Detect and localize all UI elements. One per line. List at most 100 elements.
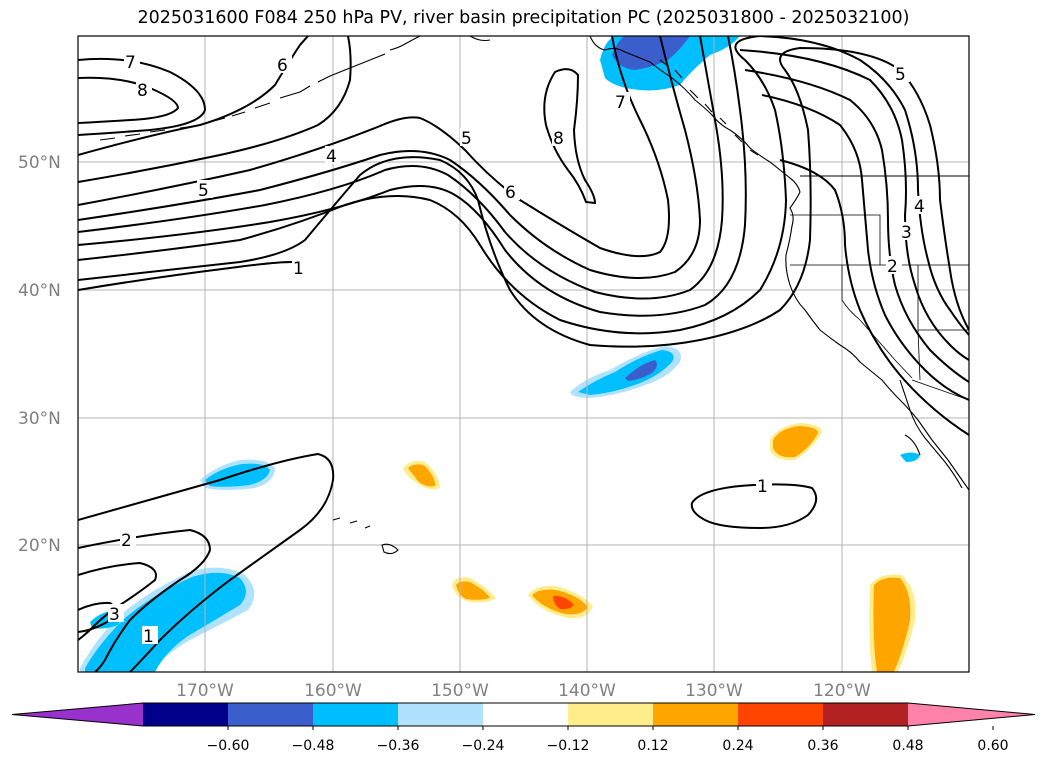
contour-line xyxy=(78,76,180,124)
map-title: 2025031600 F084 250 hPa PV, river basin … xyxy=(137,8,910,28)
contour-line xyxy=(543,68,597,205)
contour-line xyxy=(78,36,747,317)
precip-negative-area xyxy=(900,452,920,462)
contour-line xyxy=(739,49,969,361)
colorbar-extend-min xyxy=(12,703,143,726)
contour-label-bg xyxy=(124,52,140,70)
contour-label: 4 xyxy=(914,197,925,217)
contour-line xyxy=(78,36,352,183)
contour-line xyxy=(78,528,212,672)
lon-label: 120°W xyxy=(813,681,871,701)
contour-line xyxy=(78,261,293,291)
contour-label: 5 xyxy=(461,129,472,149)
colorbar-extend-max xyxy=(908,703,1035,726)
precip-negative-core xyxy=(625,360,657,381)
contour-line xyxy=(78,36,702,279)
contour-line xyxy=(690,483,818,530)
contour-label-bg xyxy=(504,182,520,200)
contour-label-bg xyxy=(142,626,158,644)
colorbar: −0.60 −0.48 −0.36 −0.24 −0.12 0.12 0.24 0.36 0.4… xyxy=(11,702,1036,754)
colorbar-segment xyxy=(568,703,654,726)
alaska-islands xyxy=(659,59,759,156)
colorbar-segment xyxy=(143,703,229,726)
colorbar-tick-label: 0.12 xyxy=(637,738,668,754)
contour-label: 5 xyxy=(198,181,209,201)
contour-label-bg xyxy=(460,128,476,146)
pv-contours xyxy=(78,36,969,672)
state-lines xyxy=(790,214,969,401)
contour-label: 1 xyxy=(293,259,304,279)
contour-label-bg xyxy=(108,604,124,622)
longitude-labels: 170°W 160°W 150°W 140°W 130°W 120°W xyxy=(176,681,871,701)
contour-line xyxy=(779,159,969,436)
contour-line xyxy=(761,94,969,401)
contour-label-bg xyxy=(913,196,929,214)
colorbar-tick-label: 0.36 xyxy=(807,738,838,754)
contour-label-bg xyxy=(197,180,213,198)
colorbar-tick-label: −0.60 xyxy=(207,738,250,754)
precip-positive-area xyxy=(408,464,436,487)
precip-negative-core xyxy=(612,36,690,70)
contour-label: 8 xyxy=(553,129,564,149)
lon-label: 170°W xyxy=(176,681,234,701)
contour-label-bg xyxy=(292,258,308,276)
contour-line xyxy=(78,36,309,156)
lat-label: 30°N xyxy=(18,409,61,429)
contour-label: 7 xyxy=(125,53,136,73)
contour-labels: 7 8 6 4 5 1 5 8 6 7 5 4 3 2 1 2 3 1 xyxy=(108,52,929,647)
contour-label-bg xyxy=(756,476,772,494)
contour-label: 1 xyxy=(757,477,768,497)
contour-line xyxy=(78,452,335,672)
precip-positive-area xyxy=(773,426,818,458)
contour-label: 7 xyxy=(615,93,626,113)
colorbar-segment xyxy=(738,703,824,726)
contour-line xyxy=(78,561,157,641)
contour-label: 6 xyxy=(505,183,516,203)
contour-label-bg xyxy=(276,55,292,73)
contour-label-bg xyxy=(886,256,902,274)
colorbar-tick-label: 0.24 xyxy=(722,738,753,754)
contour-label: 8 xyxy=(137,81,148,101)
colorbar-tick-label: 0.60 xyxy=(977,738,1008,754)
lat-label: 50°N xyxy=(18,153,61,173)
contour-label-bg xyxy=(614,92,630,110)
alaska-coast xyxy=(389,36,969,491)
graticule xyxy=(78,36,969,672)
contour-line xyxy=(78,36,788,335)
colorbar-segment xyxy=(228,703,314,726)
contour-label-bg xyxy=(894,64,910,82)
precip-positive-area xyxy=(456,581,490,600)
colorbar-outline xyxy=(11,702,1036,727)
contour-line xyxy=(78,46,969,348)
plot-frame xyxy=(77,35,970,673)
baja-coast xyxy=(899,379,963,489)
lat-label: 20°N xyxy=(18,536,61,556)
colorbar-segment xyxy=(398,703,484,726)
colorbar-tick-label: −0.24 xyxy=(462,738,505,754)
contour-line xyxy=(744,69,969,383)
contour-label-bg xyxy=(900,222,916,240)
precip-shading xyxy=(80,36,920,672)
colorbar-segment xyxy=(653,703,739,726)
contour-label: 1 xyxy=(143,627,154,647)
lon-label: 130°W xyxy=(685,681,743,701)
lon-label: 150°W xyxy=(431,681,489,701)
lon-label: 160°W xyxy=(304,681,362,701)
contour-label: 3 xyxy=(901,223,912,243)
colorbar-tick-label: −0.12 xyxy=(547,738,590,754)
precip-positive-core xyxy=(553,595,574,610)
colorbar-tick-label: 0.48 xyxy=(892,738,923,754)
contour-label: 3 xyxy=(109,605,120,625)
contour-label-bg xyxy=(120,530,136,548)
contour-label: 5 xyxy=(895,65,906,85)
colorbar-tick-label: −0.36 xyxy=(377,738,420,754)
contour-label: 4 xyxy=(326,147,337,167)
precip-negative-area xyxy=(578,350,674,395)
contour-label-bg xyxy=(552,128,568,146)
latitude-labels: 50°N 40°N 30°N 20°N xyxy=(18,153,61,556)
contour-line xyxy=(78,36,670,258)
colorbar-segment xyxy=(823,703,909,726)
contour-label: 6 xyxy=(277,56,288,76)
precip-positive-area xyxy=(873,577,911,672)
